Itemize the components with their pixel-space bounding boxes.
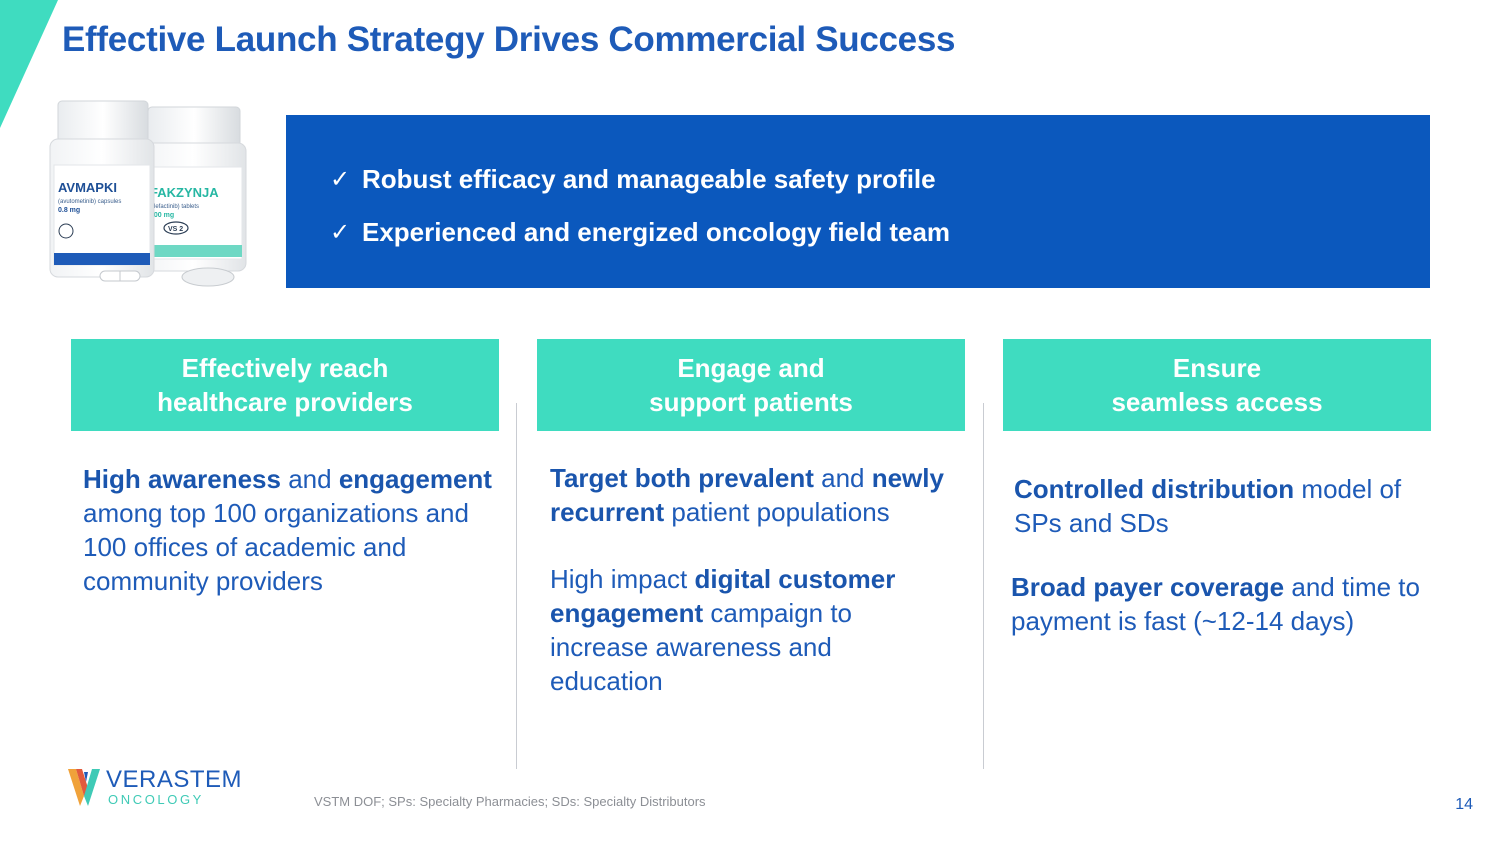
pillar-paragraph: High awareness and engagement among top … xyxy=(83,462,501,598)
bold-phrase: Broad payer coverage xyxy=(1011,572,1285,602)
text-phrase: High impact xyxy=(550,564,695,594)
pillar-header-patients: Engage and support patients xyxy=(537,339,965,431)
company-logo: VERASTEM ONCOLOGY xyxy=(66,766,242,808)
column-divider xyxy=(516,403,517,769)
highlight-text: Robust efficacy and manageable safety pr… xyxy=(362,164,936,194)
highlight-item: ✓ Robust efficacy and manageable safety … xyxy=(330,153,1430,206)
pillar-paragraph: High impact digital customer engagement … xyxy=(550,562,950,698)
key-highlights-box: ✓ Robust efficacy and manageable safety … xyxy=(286,115,1430,288)
pillar-header-line: support patients xyxy=(649,387,853,417)
pillar-paragraph: Broad payer coverage and time to payment… xyxy=(1011,570,1434,638)
text-phrase: and time to payment is fast (~12-14 days… xyxy=(1011,572,1420,636)
bottle-left-label: AVMAPKI xyxy=(58,180,117,195)
logo-mark-icon xyxy=(68,769,100,806)
pillar-body-patients: Target both prevalent and newly recurren… xyxy=(550,461,950,698)
text-phrase: model of SPs and SDs xyxy=(1014,474,1402,538)
product-bottles-image: FAKZYNJA (defactinib) tablets 200 mg VS … xyxy=(49,100,247,287)
pillar-header-line: healthcare providers xyxy=(157,387,413,417)
tablet-mark-label: VS 2 xyxy=(168,226,183,233)
check-icon: ✓ xyxy=(330,166,351,193)
footnote: VSTM DOF; SPs: Specialty Pharmacies; SDs… xyxy=(314,794,706,809)
bold-phrase: Target both prevalent xyxy=(550,463,814,493)
text-phrase: among top 100 organizations and 100 offi… xyxy=(83,498,469,596)
bold-phrase: High awareness xyxy=(83,464,281,494)
logo-name: VERASTEM xyxy=(106,766,243,793)
text-phrase: patient populations xyxy=(664,497,890,527)
bold-phrase: Controlled distribution xyxy=(1014,474,1295,504)
corner-accent-shape xyxy=(0,0,58,128)
pillar-paragraph: Controlled distribution model of SPs and… xyxy=(1014,472,1434,540)
text-phrase: and xyxy=(813,463,872,493)
check-icon: ✓ xyxy=(330,219,351,246)
bottle-right-dose: 200 mg xyxy=(150,212,174,219)
highlight-text: Experienced and energized oncology field… xyxy=(362,217,951,247)
bottle-right-label: FAKZYNJA xyxy=(150,185,219,200)
bottle-left-dose: 0.8 mg xyxy=(58,207,80,214)
pillar-header-line: seamless access xyxy=(1111,387,1323,417)
column-divider xyxy=(983,403,984,769)
page-title: Effective Launch Strategy Drives Commerc… xyxy=(62,20,956,59)
bottle-left-sub: (avutometinib) capsules xyxy=(58,199,121,205)
pillar-header-line: Effectively reach xyxy=(181,353,389,383)
page-number: 14 xyxy=(1455,796,1473,813)
pillar-header-line: Ensure xyxy=(1172,353,1262,383)
logo-subtitle: ONCOLOGY xyxy=(108,792,204,807)
pillar-paragraph: Target both prevalent and newly recurren… xyxy=(550,461,950,529)
pillar-header-line: Engage and xyxy=(677,353,825,383)
bold-phrase: engagement xyxy=(338,464,492,494)
pillar-body-access: Controlled distribution model of SPs and… xyxy=(1011,472,1434,638)
pillar-header-access: Ensure seamless access xyxy=(1003,339,1431,431)
pillar-body-providers: High awareness and engagement among top … xyxy=(83,462,501,598)
pillar-header-providers: Effectively reach healthcare providers xyxy=(71,339,499,431)
highlight-item: ✓ Experienced and energized oncology fie… xyxy=(330,206,1430,259)
bold-phrase: newly recurrent xyxy=(550,463,944,527)
bold-phrase: digital customer engagement xyxy=(550,564,896,628)
text-phrase: campaign to increase awareness and educa… xyxy=(550,598,853,696)
bottle-right-sub: (defactinib) tablets xyxy=(150,204,199,210)
text-phrase: and xyxy=(280,464,339,494)
